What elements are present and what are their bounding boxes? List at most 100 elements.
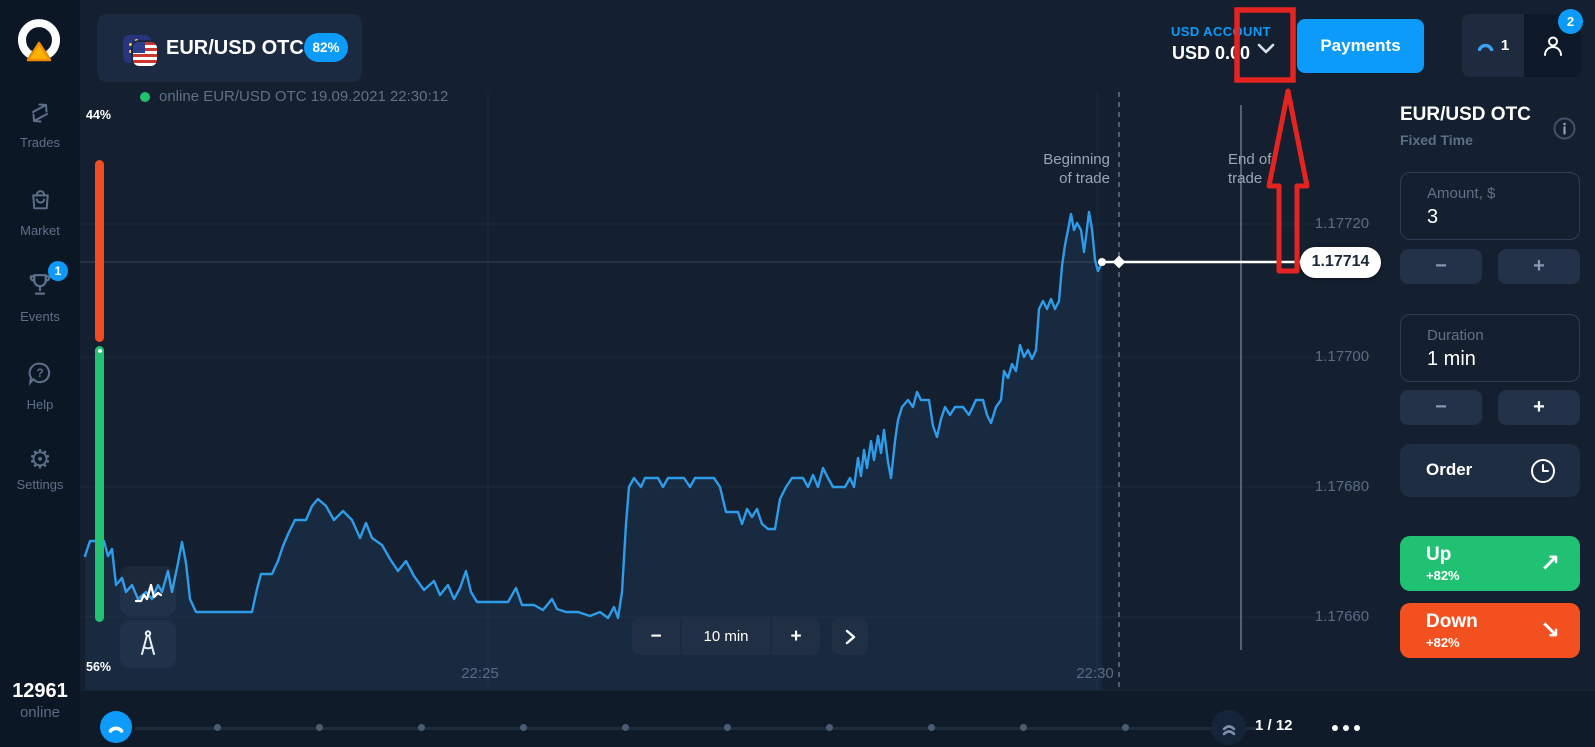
amount-decrease-button[interactable]: − bbox=[1400, 249, 1482, 284]
sentiment-bar-green bbox=[95, 346, 104, 622]
sidebar-item-trades[interactable]: Trades bbox=[0, 100, 80, 150]
price-tick-label: 1.17660 bbox=[1314, 608, 1370, 625]
panel-pair-title: EUR/USD OTC bbox=[1400, 104, 1531, 125]
amount-label: Amount, $ bbox=[1427, 185, 1496, 202]
online-count-label: online bbox=[19, 704, 61, 721]
down-button[interactable]: Down +82% ↘ bbox=[1400, 603, 1580, 658]
timeframe-label[interactable]: 10 min bbox=[682, 618, 770, 655]
events-badge: 1 bbox=[48, 261, 68, 281]
sentiment-up-percent: 44% bbox=[86, 108, 112, 122]
timeline-dot bbox=[723, 724, 731, 731]
level-count: 1 bbox=[1500, 37, 1510, 54]
account-type-label: USD ACCOUNT bbox=[1171, 24, 1271, 39]
more-options-button[interactable] bbox=[1332, 725, 1360, 731]
crown-arc-icon bbox=[108, 726, 124, 733]
order-button[interactable]: Order bbox=[1400, 444, 1580, 497]
timeline-dot bbox=[213, 724, 221, 731]
pair-selector[interactable]: EUR/USD OTC 82% bbox=[97, 14, 362, 82]
timeline-dot bbox=[1019, 724, 1027, 731]
timeline-track bbox=[135, 727, 1262, 730]
beginning-of-trade-label: Beginning of trade bbox=[1043, 151, 1110, 187]
level-section[interactable]: 1 bbox=[1462, 14, 1524, 77]
price-tick-label: 1.17720 bbox=[1314, 215, 1370, 232]
time-tick-label: 22:30 bbox=[1076, 665, 1114, 682]
current-price-pill: 1.17714 bbox=[1300, 246, 1381, 278]
sentiment-divider-dot bbox=[98, 349, 102, 353]
pair-payout-badge: 82% bbox=[304, 33, 348, 62]
timeline-dot bbox=[519, 724, 527, 731]
timeframe-control: − 10 min + bbox=[632, 618, 820, 655]
trades-icon bbox=[26, 100, 54, 131]
compass-icon bbox=[141, 630, 155, 655]
timeline-dot bbox=[417, 724, 425, 731]
down-payout: +82% bbox=[1426, 635, 1460, 650]
scroll-to-latest-button[interactable] bbox=[832, 618, 868, 655]
svg-text:?: ? bbox=[36, 366, 43, 380]
sentiment-down-percent: 56% bbox=[86, 660, 112, 674]
down-label: Down bbox=[1426, 611, 1478, 632]
duration-decrease-button[interactable]: − bbox=[1400, 390, 1482, 425]
payments-button[interactable]: Payments bbox=[1297, 19, 1424, 73]
bottom-timeline-bar: 1 / 12 bbox=[80, 690, 1595, 747]
collapse-panel-button[interactable] bbox=[1211, 710, 1246, 745]
up-payout: +82% bbox=[1426, 568, 1460, 583]
timeline-dot bbox=[927, 724, 935, 731]
sidebar: Trades Market bbox=[0, 0, 80, 747]
status-text: online EUR/USD OTC 19.09.2021 22:30:12 bbox=[159, 88, 449, 105]
timeline-dot bbox=[315, 724, 323, 731]
online-count: 12961 bbox=[12, 680, 68, 702]
online-dot-icon bbox=[140, 91, 150, 102]
profile-notification-badge: 2 bbox=[1558, 9, 1583, 34]
help-icon: ? bbox=[26, 360, 54, 393]
clock-icon bbox=[1531, 459, 1555, 483]
amount-increase-button[interactable]: + bbox=[1498, 249, 1580, 284]
account-balance: USD 0.00 bbox=[1172, 43, 1251, 63]
sidebar-item-label: Settings bbox=[16, 477, 64, 492]
chevron-down-icon bbox=[1257, 43, 1275, 54]
sidebar-item-market[interactable]: Market bbox=[0, 186, 80, 238]
sidebar-item-label: Market bbox=[20, 223, 60, 238]
drawing-tools-button[interactable] bbox=[120, 620, 176, 668]
timeline-dot bbox=[621, 724, 629, 731]
price-tick-label: 1.17700 bbox=[1314, 348, 1370, 365]
sidebar-item-help[interactable]: ? Help bbox=[0, 360, 80, 412]
duration-increase-button[interactable]: + bbox=[1498, 390, 1580, 425]
sidebar-item-label: Events bbox=[20, 309, 60, 324]
amount-value: 3 bbox=[1427, 206, 1439, 228]
timeline-dot bbox=[1121, 724, 1129, 731]
sidebar-item-label: Help bbox=[26, 397, 54, 412]
price-tick-label: 1.17680 bbox=[1314, 478, 1370, 495]
line-chart-icon bbox=[134, 583, 163, 603]
timeframe-zoom-in-button[interactable]: + bbox=[772, 618, 820, 655]
instrument-info-button[interactable] bbox=[1553, 117, 1576, 145]
arrow-up-right-icon: ↗ bbox=[1539, 550, 1560, 577]
account-dropdown-chevron[interactable] bbox=[1257, 42, 1275, 60]
trade-panel: EUR/USD OTC Fixed Time Amount, $ 3 − + D… bbox=[1375, 92, 1595, 690]
usd-flag-icon bbox=[131, 40, 159, 68]
duration-field[interactable]: Duration 1 min bbox=[1400, 314, 1580, 382]
chevron-right-icon bbox=[845, 629, 855, 644]
duration-value: 1 min bbox=[1427, 348, 1476, 370]
double-chevron-up-icon bbox=[1222, 724, 1235, 735]
sidebar-item-events[interactable]: 1 Events bbox=[0, 261, 80, 324]
amount-field[interactable]: Amount, $ 3 bbox=[1400, 172, 1580, 240]
timeline-dot bbox=[825, 724, 833, 731]
trade-mode-label: Fixed Time bbox=[1400, 132, 1473, 148]
order-label: Order bbox=[1426, 460, 1473, 479]
page-indicator: 1 / 12 bbox=[1255, 717, 1293, 734]
olymp-logo-icon bbox=[18, 19, 60, 62]
time-tick-label: 22:25 bbox=[461, 665, 499, 682]
app-logo[interactable] bbox=[15, 18, 63, 66]
info-icon bbox=[1553, 117, 1576, 140]
timeline-home-button[interactable] bbox=[100, 711, 132, 743]
up-button[interactable]: Up +82% ↗ bbox=[1400, 536, 1580, 591]
arrow-down-right-icon: ↘ bbox=[1539, 617, 1560, 644]
market-icon bbox=[27, 186, 54, 219]
chart-type-button[interactable] bbox=[120, 566, 176, 616]
sentiment-bar-red bbox=[95, 160, 104, 342]
sidebar-item-settings[interactable]: ⚙ Settings bbox=[0, 446, 80, 492]
end-of-trade-label: End of trade bbox=[1228, 151, 1272, 187]
timeframe-zoom-out-button[interactable]: − bbox=[632, 618, 680, 655]
crown-arc-icon bbox=[1477, 43, 1494, 51]
